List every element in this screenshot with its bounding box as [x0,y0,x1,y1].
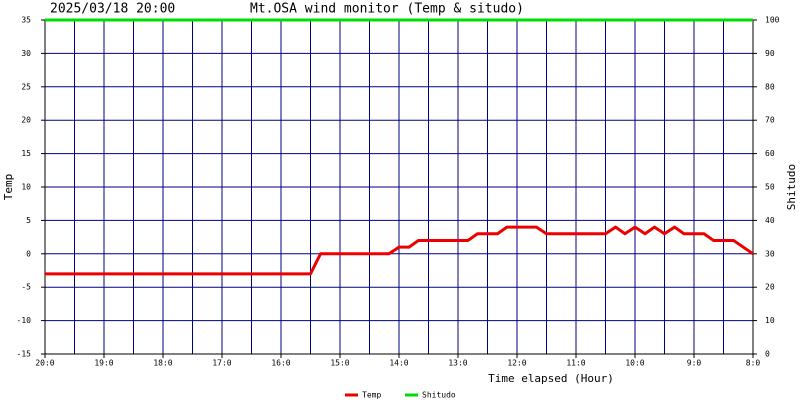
y2-tick-label: 0 [765,350,770,359]
y2-tick-label: 50 [765,183,775,192]
y-tick-label: 5 [26,216,31,225]
x-tick-label: 13:0 [448,359,467,368]
x-tick-label: 15:0 [330,359,349,368]
y-tick-label: 0 [26,249,31,258]
chart-title: Mt.OSA wind monitor (Temp & situdo) [250,2,524,17]
y2-tick-label: 30 [765,249,775,258]
x-tick-label: 8:0 [746,359,761,368]
x-tick-label: 16:0 [271,359,290,368]
chart-date: 2025/03/18 20:00 [50,2,175,17]
x-tick-label: 14:0 [389,359,408,368]
x-tick-label: 20:0 [35,359,54,368]
x-tick-label: 9:0 [687,359,702,368]
y-tick-label: -5 [21,283,31,292]
y-tick-label: 25 [21,82,31,91]
y2-tick-label: 80 [765,82,775,91]
y2-axis-label: Shitudo [785,164,798,210]
data-line [45,225,754,276]
y2-tick-label: 10 [765,316,775,325]
y-tick-label: 20 [21,116,31,125]
y-axis-label: Temp [2,174,15,201]
x-tick-label: 10:0 [625,359,644,368]
y-tick-label: 10 [21,183,31,192]
x-tick-label: 18:0 [153,359,172,368]
y2-tick-label: 90 [765,49,775,58]
legend-label: Shitudo [422,391,456,400]
x-axis-label: Time elapsed (Hour) [488,372,614,385]
y-tick-label: -15 [17,350,32,359]
x-tick-label: 19:0 [94,359,113,368]
x-tick-label: 12:0 [507,359,526,368]
y2-tick-label: 40 [765,216,775,225]
y-tick-label: 15 [21,149,31,158]
y-tick-label: -10 [17,316,32,325]
y2-tick-label: 100 [765,16,780,25]
y2-tick-label: 20 [765,283,775,292]
y2-tick-label: 60 [765,149,775,158]
x-tick-label: 17:0 [212,359,231,368]
y2-tick-label: 70 [765,116,775,125]
y-tick-label: 30 [21,49,31,58]
y-tick-label: 35 [21,16,31,25]
legend-label: Temp [362,391,381,400]
x-tick-label: 11:0 [566,359,585,368]
